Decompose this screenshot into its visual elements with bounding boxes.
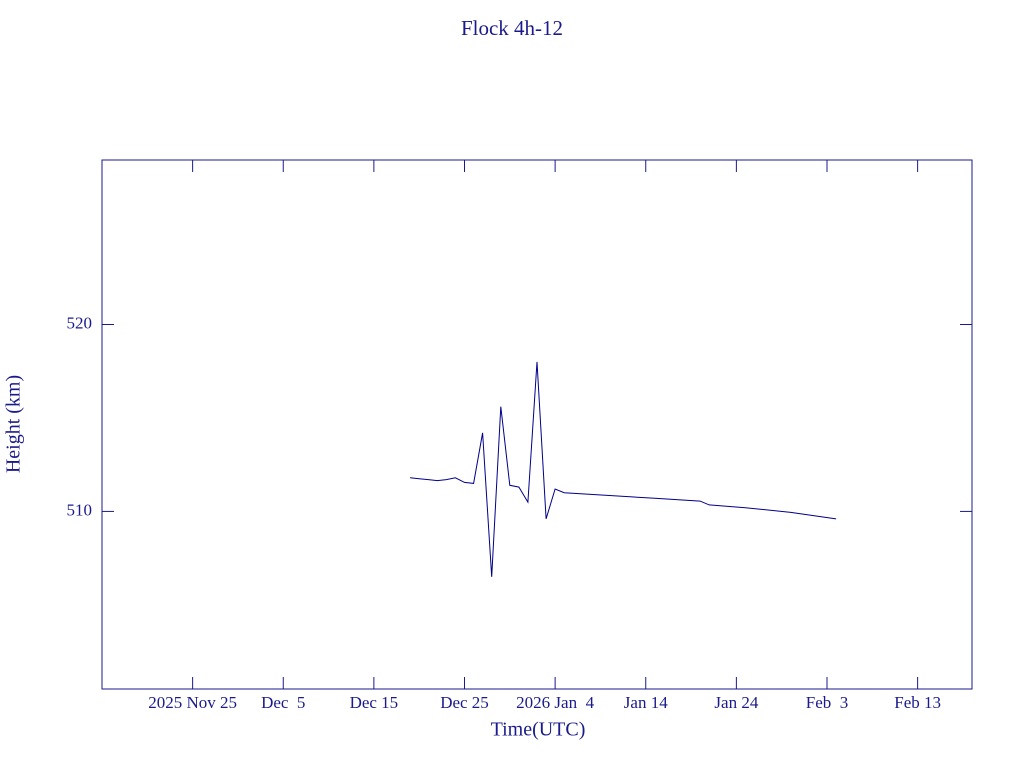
x-tick-label: 2025 Nov 25 — [148, 693, 237, 712]
x-tick-label: Dec 15 — [350, 693, 399, 712]
x-tick-label: Dec 5 — [261, 693, 305, 712]
x-tick-label: Feb 3 — [806, 693, 849, 712]
x-tick-label: Jan 14 — [624, 693, 668, 712]
data-line — [410, 361, 837, 577]
x-axis-label: Time(UTC) — [491, 719, 586, 741]
y-axis-label: Height (km) — [3, 375, 25, 473]
x-tick-label: Dec 25 — [440, 693, 489, 712]
chart-title: Flock 4h-12 — [461, 16, 563, 40]
x-tick-label: Jan 24 — [714, 693, 758, 712]
y-tick-label: 510 — [67, 500, 93, 519]
x-tick-label: Feb 13 — [894, 693, 941, 712]
x-tick-label: 2026 Jan 4 — [516, 693, 594, 712]
plot-frame — [101, 159, 973, 690]
y-tick-label: 520 — [67, 313, 93, 332]
